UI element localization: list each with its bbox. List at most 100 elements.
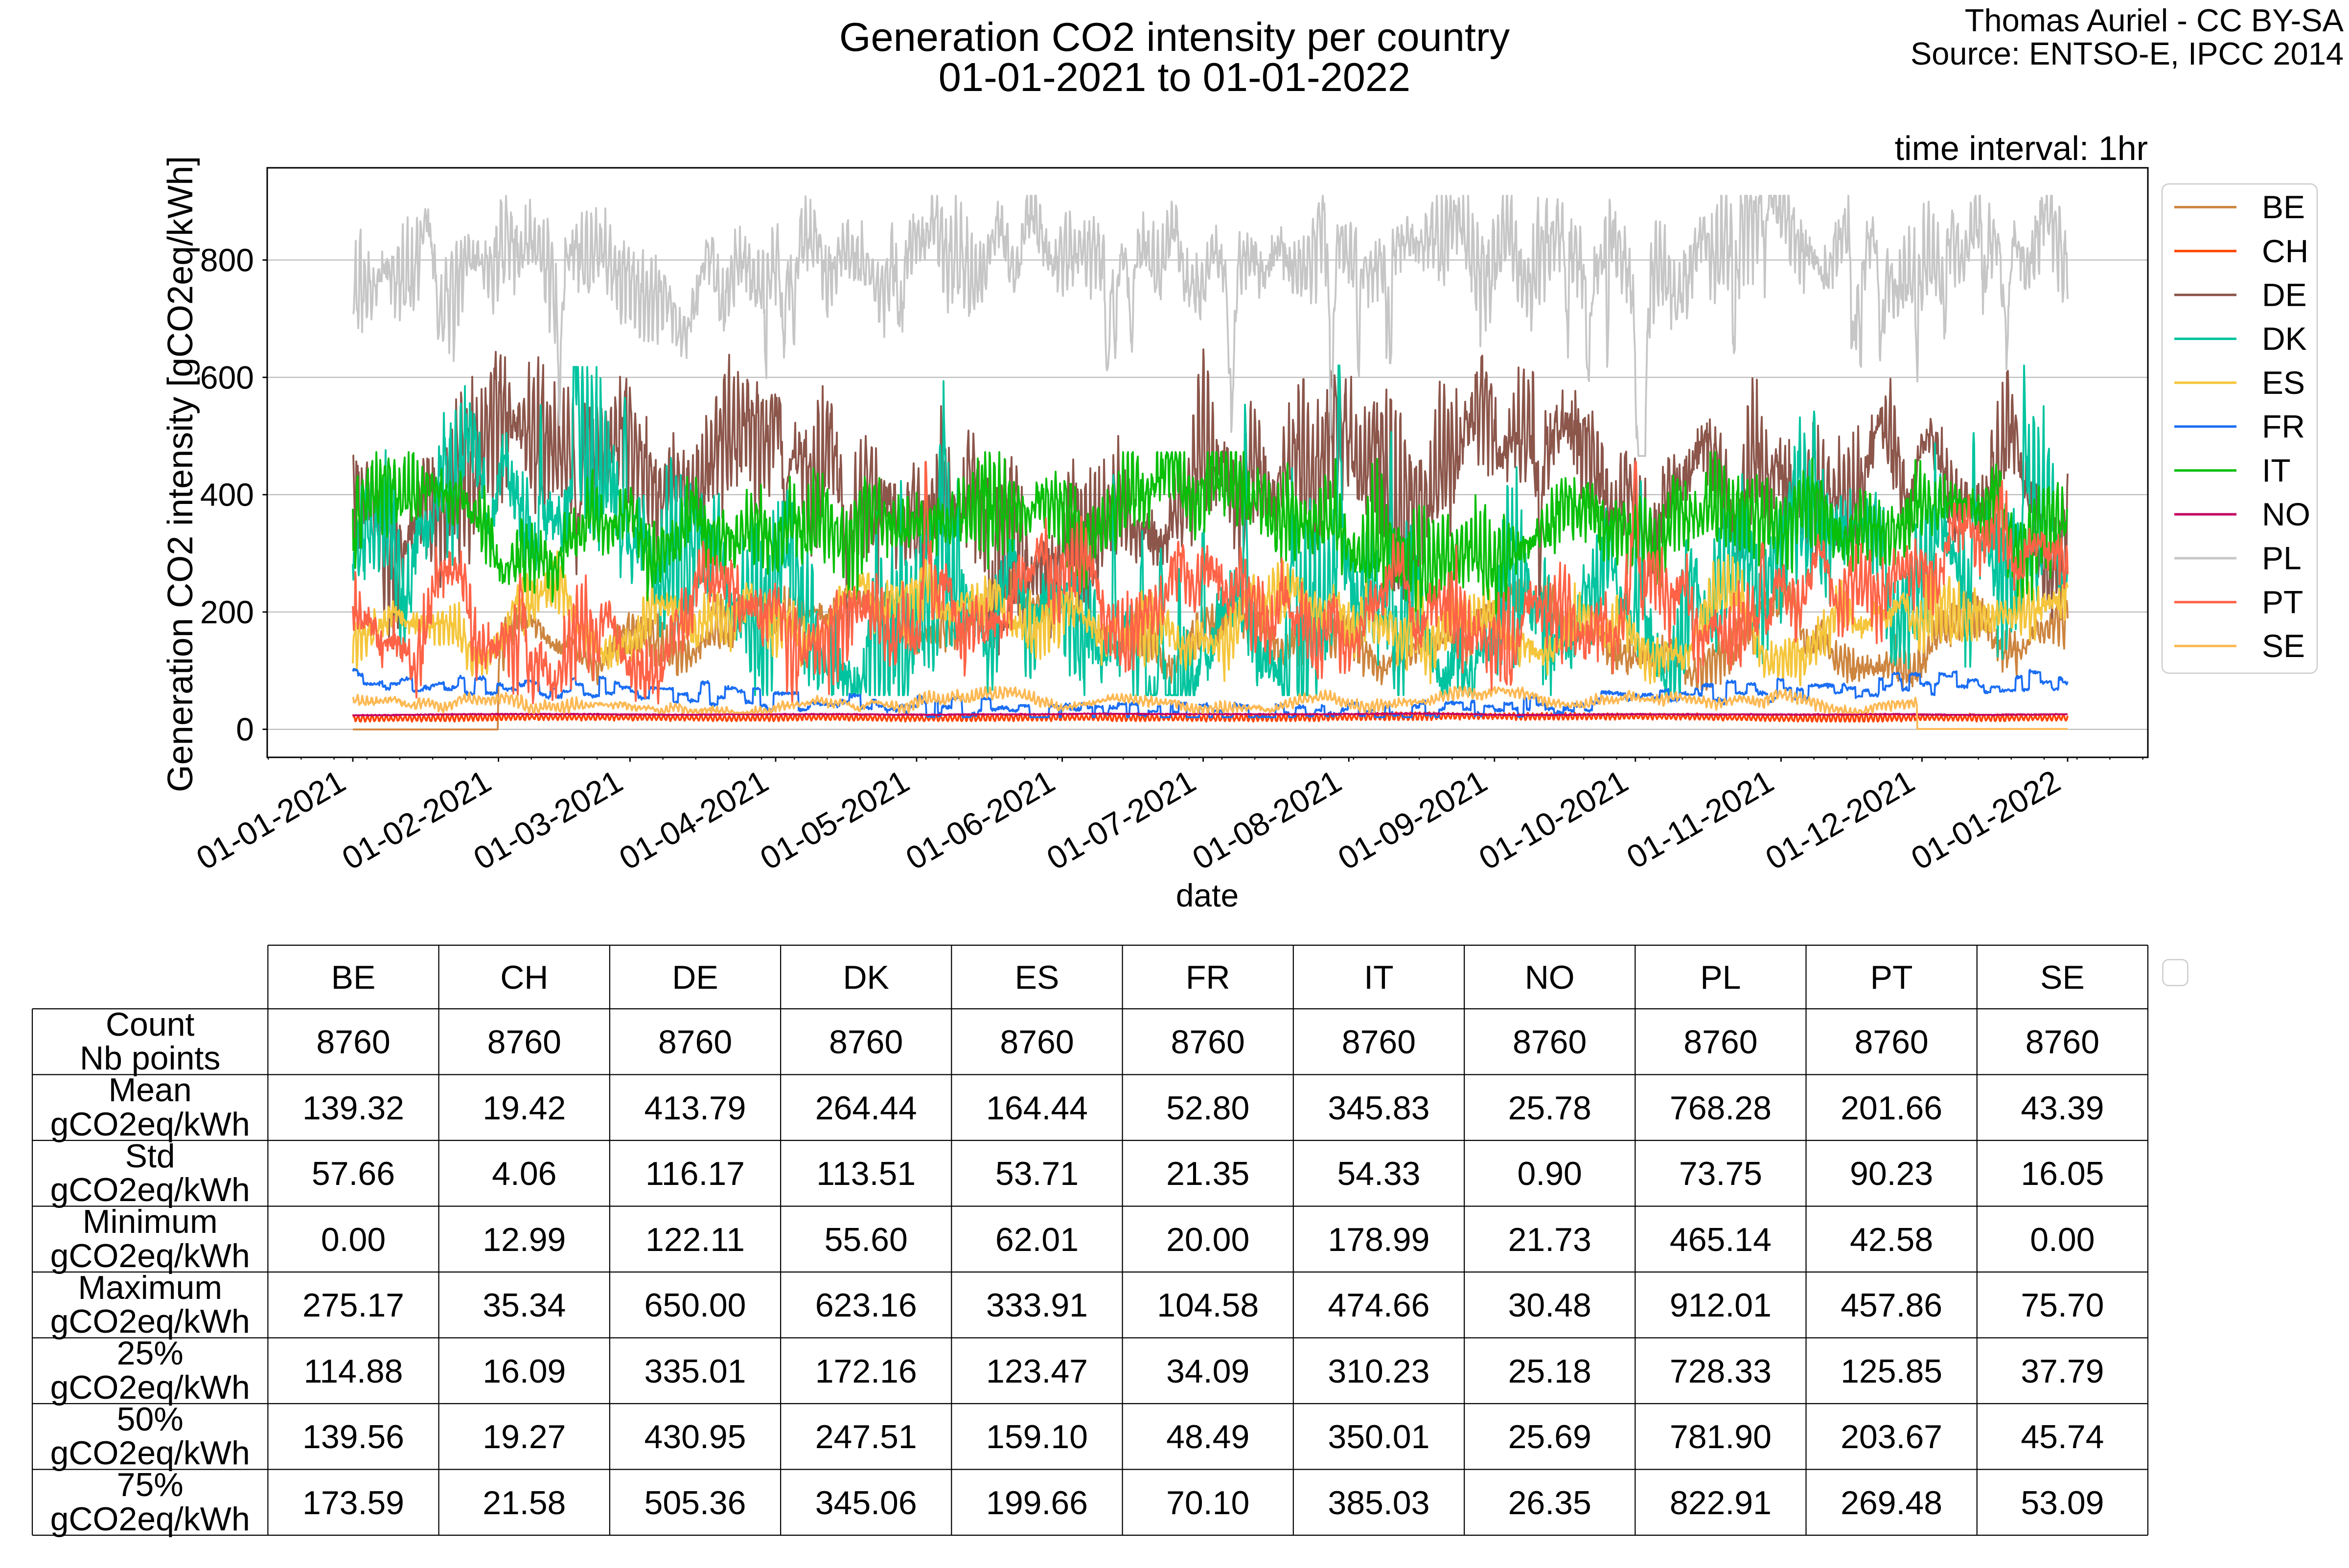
svg-text:19.42: 19.42 xyxy=(483,1090,566,1127)
svg-text:21.73: 21.73 xyxy=(1508,1221,1591,1258)
svg-text:73.75: 73.75 xyxy=(1679,1155,1762,1192)
svg-text:8760: 8760 xyxy=(1342,1023,1416,1061)
svg-text:125.85: 125.85 xyxy=(1841,1353,1942,1390)
svg-text:0: 0 xyxy=(236,711,254,748)
svg-text:IT: IT xyxy=(2262,452,2291,488)
svg-text:FR: FR xyxy=(2262,409,2305,445)
svg-text:0.00: 0.00 xyxy=(2030,1221,2095,1258)
svg-text:159.10: 159.10 xyxy=(986,1418,1088,1455)
svg-text:Generation CO2 intensity [gCO2: Generation CO2 intensity [gCO2eq/kWh] xyxy=(161,156,200,793)
svg-text:19.27: 19.27 xyxy=(483,1418,566,1455)
svg-text:350.01: 350.01 xyxy=(1328,1418,1429,1455)
svg-text:PL: PL xyxy=(2262,540,2302,576)
svg-text:50%: 50% xyxy=(117,1401,184,1438)
svg-text:90.23: 90.23 xyxy=(1850,1155,1933,1192)
svg-text:8760: 8760 xyxy=(829,1023,903,1061)
svg-text:SE: SE xyxy=(2040,959,2085,996)
svg-text:122.11: 122.11 xyxy=(645,1221,745,1258)
svg-text:ES: ES xyxy=(2262,364,2305,401)
svg-text:822.91: 822.91 xyxy=(1670,1484,1772,1522)
svg-text:345.06: 345.06 xyxy=(815,1484,917,1522)
svg-text:12.99: 12.99 xyxy=(483,1221,566,1258)
svg-text:247.51: 247.51 xyxy=(815,1418,917,1455)
svg-text:203.67: 203.67 xyxy=(1841,1418,1942,1455)
svg-text:114.88: 114.88 xyxy=(304,1353,403,1390)
svg-text:728.33: 728.33 xyxy=(1670,1353,1772,1390)
svg-text:25.78: 25.78 xyxy=(1508,1090,1591,1127)
svg-text:25%: 25% xyxy=(117,1335,184,1372)
svg-text:385.03: 385.03 xyxy=(1328,1484,1429,1522)
svg-text:25.69: 25.69 xyxy=(1508,1418,1591,1455)
svg-text:gCO2eq/kWh: gCO2eq/kWh xyxy=(50,1369,250,1406)
svg-text:SE: SE xyxy=(2262,628,2305,664)
svg-text:DE: DE xyxy=(672,959,718,996)
svg-text:CH: CH xyxy=(500,959,548,996)
svg-text:date: date xyxy=(1176,877,1239,913)
svg-text:413.79: 413.79 xyxy=(645,1090,746,1127)
svg-text:DK: DK xyxy=(2262,320,2307,357)
svg-text:650.00: 650.00 xyxy=(645,1287,746,1324)
svg-text:CH: CH xyxy=(2262,233,2308,269)
svg-text:DE: DE xyxy=(2262,277,2307,313)
svg-text:DK: DK xyxy=(843,959,889,996)
svg-text:Source: ENTSO-E, IPCC 2014: Source: ENTSO-E, IPCC 2014 xyxy=(1911,36,2344,71)
svg-text:45.74: 45.74 xyxy=(2021,1418,2104,1455)
svg-text:172.16: 172.16 xyxy=(815,1353,917,1390)
svg-text:8760: 8760 xyxy=(1683,1023,1757,1061)
svg-text:01-01-2021 to 01-01-2022: 01-01-2021 to 01-01-2022 xyxy=(939,54,1410,100)
svg-text:Nb points: Nb points xyxy=(80,1040,220,1077)
svg-text:113.51: 113.51 xyxy=(816,1155,916,1192)
svg-text:465.14: 465.14 xyxy=(1670,1221,1772,1258)
svg-text:16.05: 16.05 xyxy=(2021,1155,2104,1192)
svg-text:NO: NO xyxy=(2262,496,2310,532)
svg-text:123.47: 123.47 xyxy=(986,1353,1088,1390)
svg-text:8760: 8760 xyxy=(1854,1023,1928,1061)
svg-text:30.48: 30.48 xyxy=(1508,1287,1591,1324)
svg-text:333.91: 333.91 xyxy=(986,1287,1088,1324)
svg-text:gCO2eq/kWh: gCO2eq/kWh xyxy=(50,1106,250,1143)
svg-text:474.66: 474.66 xyxy=(1328,1287,1429,1324)
svg-text:Minimum: Minimum xyxy=(83,1203,218,1240)
svg-text:200: 200 xyxy=(200,594,254,630)
svg-text:52.80: 52.80 xyxy=(1166,1090,1249,1127)
svg-text:139.56: 139.56 xyxy=(302,1418,404,1455)
svg-text:16.09: 16.09 xyxy=(483,1353,566,1390)
svg-text:275.17: 275.17 xyxy=(302,1287,404,1324)
svg-text:623.16: 623.16 xyxy=(815,1287,917,1324)
svg-text:IT: IT xyxy=(1364,959,1393,996)
svg-text:gCO2eq/kWh: gCO2eq/kWh xyxy=(50,1237,250,1274)
svg-text:310.23: 310.23 xyxy=(1328,1353,1429,1390)
svg-text:55.60: 55.60 xyxy=(825,1221,908,1258)
svg-text:781.90: 781.90 xyxy=(1670,1418,1772,1455)
svg-text:21.58: 21.58 xyxy=(483,1484,566,1522)
svg-text:768.28: 768.28 xyxy=(1670,1090,1772,1127)
svg-text:600: 600 xyxy=(200,359,254,395)
svg-text:26.35: 26.35 xyxy=(1508,1484,1591,1522)
svg-text:75%: 75% xyxy=(117,1466,184,1503)
svg-text:505.36: 505.36 xyxy=(645,1484,746,1522)
svg-text:104.58: 104.58 xyxy=(1157,1287,1259,1324)
svg-text:35.34: 35.34 xyxy=(483,1287,566,1324)
svg-text:0.00: 0.00 xyxy=(321,1221,386,1258)
svg-text:4.06: 4.06 xyxy=(492,1155,556,1192)
svg-text:25.18: 25.18 xyxy=(1508,1353,1591,1390)
svg-text:8760: 8760 xyxy=(1171,1023,1245,1061)
svg-text:457.86: 457.86 xyxy=(1841,1287,1942,1324)
svg-text:335.01: 335.01 xyxy=(645,1353,746,1390)
svg-text:116.17: 116.17 xyxy=(645,1155,745,1192)
svg-text:139.32: 139.32 xyxy=(302,1090,404,1127)
svg-text:400: 400 xyxy=(200,477,254,513)
svg-text:201.66: 201.66 xyxy=(1841,1090,1942,1127)
svg-text:gCO2eq/kWh: gCO2eq/kWh xyxy=(50,1500,250,1538)
svg-text:42.58: 42.58 xyxy=(1850,1221,1933,1258)
svg-text:Generation CO2 intensity per c: Generation CO2 intensity per country xyxy=(839,14,1510,60)
svg-text:PT: PT xyxy=(2262,584,2303,620)
svg-text:BE: BE xyxy=(2262,189,2305,225)
svg-text:8760: 8760 xyxy=(2026,1023,2099,1061)
svg-text:48.49: 48.49 xyxy=(1166,1418,1249,1455)
svg-text:199.66: 199.66 xyxy=(986,1484,1088,1522)
svg-text:PL: PL xyxy=(1700,959,1741,996)
svg-text:gCO2eq/kWh: gCO2eq/kWh xyxy=(50,1434,250,1472)
svg-text:8760: 8760 xyxy=(658,1023,732,1061)
svg-text:Count: Count xyxy=(106,1006,195,1043)
